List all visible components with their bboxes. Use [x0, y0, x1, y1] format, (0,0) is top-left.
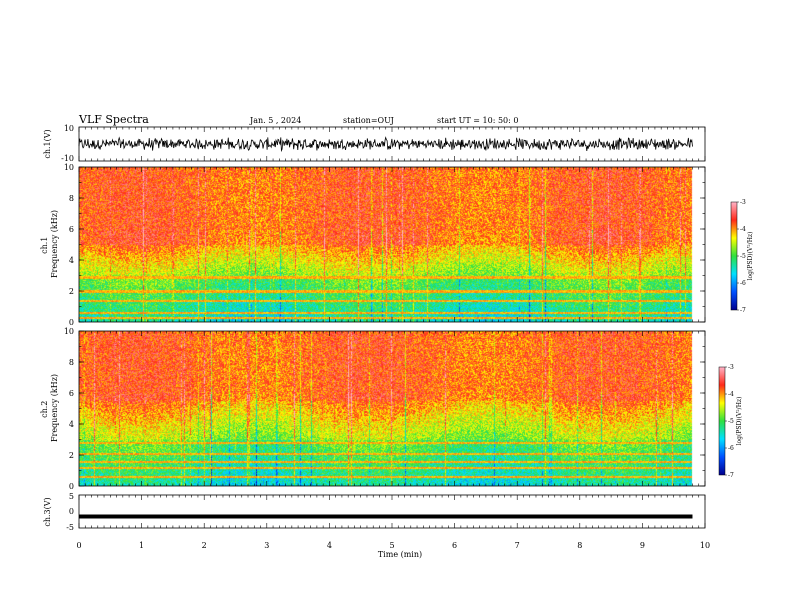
colorbar-tick-label: -6: [740, 280, 746, 287]
ch3-ytick-middle: 0: [69, 507, 74, 516]
ch2-colorbar-gradient: [719, 367, 725, 475]
freq-tick-label: 2: [69, 451, 74, 460]
ch2-spectrogram-yticks: 0 2 4 6 8 10: [64, 327, 705, 491]
ch1-waveform-trace: [78, 136, 693, 153]
ch2-spectrogram-panel: 0 2 4 6 8 10 ch.2 Frequency (kHz) -3 -4 -5 -6 -7 …: [40, 327, 743, 491]
ch2-colorbar: -3 -4 -5 -6 -7 log(PSD)(V²/Hz): [718, 364, 743, 479]
freq-tick-label: 6: [69, 389, 74, 398]
start-time-label: start UT = 10: 50: 0: [437, 116, 518, 125]
time-tick-label: 10: [700, 541, 710, 550]
freq-tick-label: 0: [69, 318, 74, 327]
time-axis-tick-labels: 0 1 2 3 4 5 6 7 8 9 10: [76, 541, 710, 550]
freq-tick-label: 4: [69, 256, 74, 265]
ch3-waveform-ylabel: ch.3(V): [43, 497, 52, 526]
ch2-spectrogram-image: [79, 331, 705, 486]
ch1-colorbar-label: log(PSD)(V²/Hz): [747, 232, 754, 281]
ch1-colorbar: -3 -4 -5 -6 -7 log(PSD)(V²/Hz): [730, 199, 754, 314]
time-tick-label: 1: [139, 541, 144, 550]
freq-tick-label: 8: [69, 194, 74, 203]
ch1-colorbar-gradient: [731, 202, 737, 310]
ch1-spectrogram-image: [79, 167, 705, 322]
freq-tick-label: 10: [64, 327, 74, 336]
ch1-waveform-ylabel: ch.1(V): [43, 129, 52, 158]
time-tick-label: 0: [76, 541, 81, 550]
freq-tick-label: 10: [64, 163, 74, 172]
ch1-ylabel-frequency-line: Frequency (kHz): [50, 210, 59, 278]
ch1-ytick-top: 10: [64, 124, 74, 133]
colorbar-tick-label: -5: [728, 418, 734, 425]
date-label: Jan. 5 , 2024: [249, 116, 301, 125]
colorbar-tick-label: -6: [728, 445, 734, 452]
colorbar-tick-label: -7: [740, 307, 746, 314]
ch3-ytick-top: 5: [69, 492, 74, 501]
ch1-ylabel-channel-line: ch.1: [40, 237, 49, 254]
figure-title: VLF Spectra: [78, 113, 149, 126]
station-label: station=OUJ: [343, 116, 394, 125]
ch2-ylabel-channel-line: ch.2: [40, 401, 49, 418]
ch1-waveform-path: [78, 136, 693, 153]
time-tick-label: 5: [389, 541, 394, 550]
time-tick-label: 2: [202, 541, 207, 550]
ch3-waveform-panel: 5 0 -5 ch.3(V): [43, 492, 706, 532]
ch1-spectrogram-yticks: 0 2 4 6 8 10: [64, 163, 705, 327]
time-tick-label: 6: [452, 541, 457, 550]
colorbar-tick-label: -7: [728, 472, 734, 479]
colorbar-tick-label: -3: [728, 364, 734, 371]
ch2-colorbar-ticks: -3 -4 -5 -6 -7: [725, 364, 734, 479]
ch3-ytick-bottom: -5: [66, 523, 74, 532]
ch1-ytick-bottom: -10: [61, 154, 74, 163]
colorbar-tick-label: -4: [728, 391, 734, 398]
colorbar-tick-label: -3: [740, 199, 746, 206]
ch2-colorbar-label: log(PSD)(V²/Hz): [736, 397, 743, 446]
ch1-spectrogram-ylabel-channel: ch.1 Frequency (kHz): [40, 210, 59, 278]
freq-tick-label: 0: [69, 482, 74, 491]
freq-tick-label: 2: [69, 287, 74, 296]
ch1-waveform-panel: 10 -10 ch.1(V): [43, 124, 706, 163]
freq-tick-label: 6: [69, 225, 74, 234]
ch2-spectrogram-ylabel: ch.2 Frequency (kHz): [40, 374, 59, 442]
time-axis-ticks: [78, 127, 706, 528]
time-tick-label: 3: [264, 541, 269, 550]
time-tick-label: 7: [515, 541, 520, 550]
time-axis-label: Time (min): [378, 550, 422, 559]
colorbar-tick-label: -5: [740, 253, 746, 260]
time-tick-label: 8: [577, 541, 582, 550]
freq-tick-label: 4: [69, 420, 74, 429]
freq-tick-label: 8: [69, 358, 74, 367]
colorbar-tick-label: -4: [740, 226, 746, 233]
ch1-spectrogram-panel: 0 2 4 6 8 10 ch.1 Frequency (kHz) -3 -4 -5 -6 -7 …: [40, 163, 754, 327]
time-tick-label: 4: [327, 541, 332, 550]
ch2-ylabel-frequency-line: Frequency (kHz): [50, 374, 59, 442]
ch1-colorbar-ticks: -3 -4 -5 -6 -7: [737, 199, 746, 314]
time-tick-label: 9: [640, 541, 645, 550]
